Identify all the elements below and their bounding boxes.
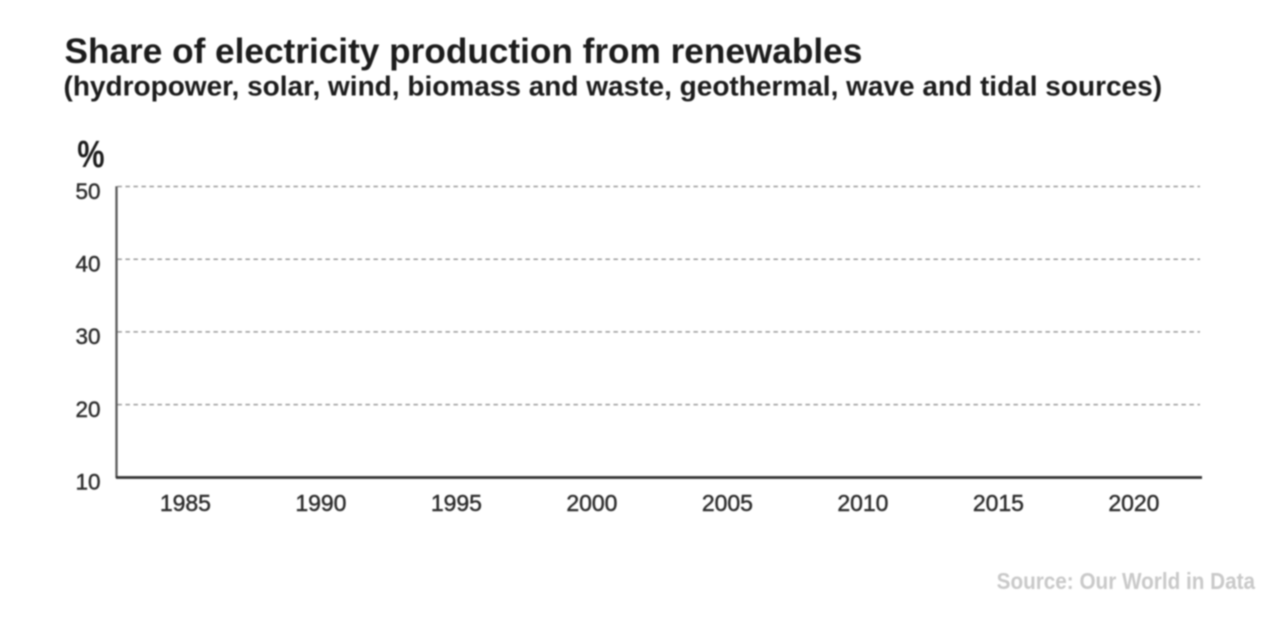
svg-text:1985: 1985 xyxy=(160,490,211,516)
svg-text:2005: 2005 xyxy=(702,490,753,516)
svg-text:2000: 2000 xyxy=(566,490,617,516)
svg-text:%: % xyxy=(77,134,104,176)
svg-text:40: 40 xyxy=(75,252,100,277)
svg-text:Share of electricity productio: Share of electricity production from ren… xyxy=(65,32,863,71)
svg-text:2020: 2020 xyxy=(1108,490,1159,516)
svg-text:30: 30 xyxy=(75,324,100,349)
svg-text:50: 50 xyxy=(75,179,100,204)
svg-text:10: 10 xyxy=(75,470,100,495)
svg-text:Source: Our World in Data: Source: Our World in Data xyxy=(997,568,1256,594)
svg-text:2015: 2015 xyxy=(973,490,1024,516)
svg-text:1995: 1995 xyxy=(431,490,482,516)
svg-text:(hydropower, solar, wind, biom: (hydropower, solar, wind, biomass and wa… xyxy=(64,71,1163,102)
svg-text:2010: 2010 xyxy=(837,490,888,516)
svg-text:20: 20 xyxy=(75,397,100,422)
svg-text:1990: 1990 xyxy=(295,490,346,516)
